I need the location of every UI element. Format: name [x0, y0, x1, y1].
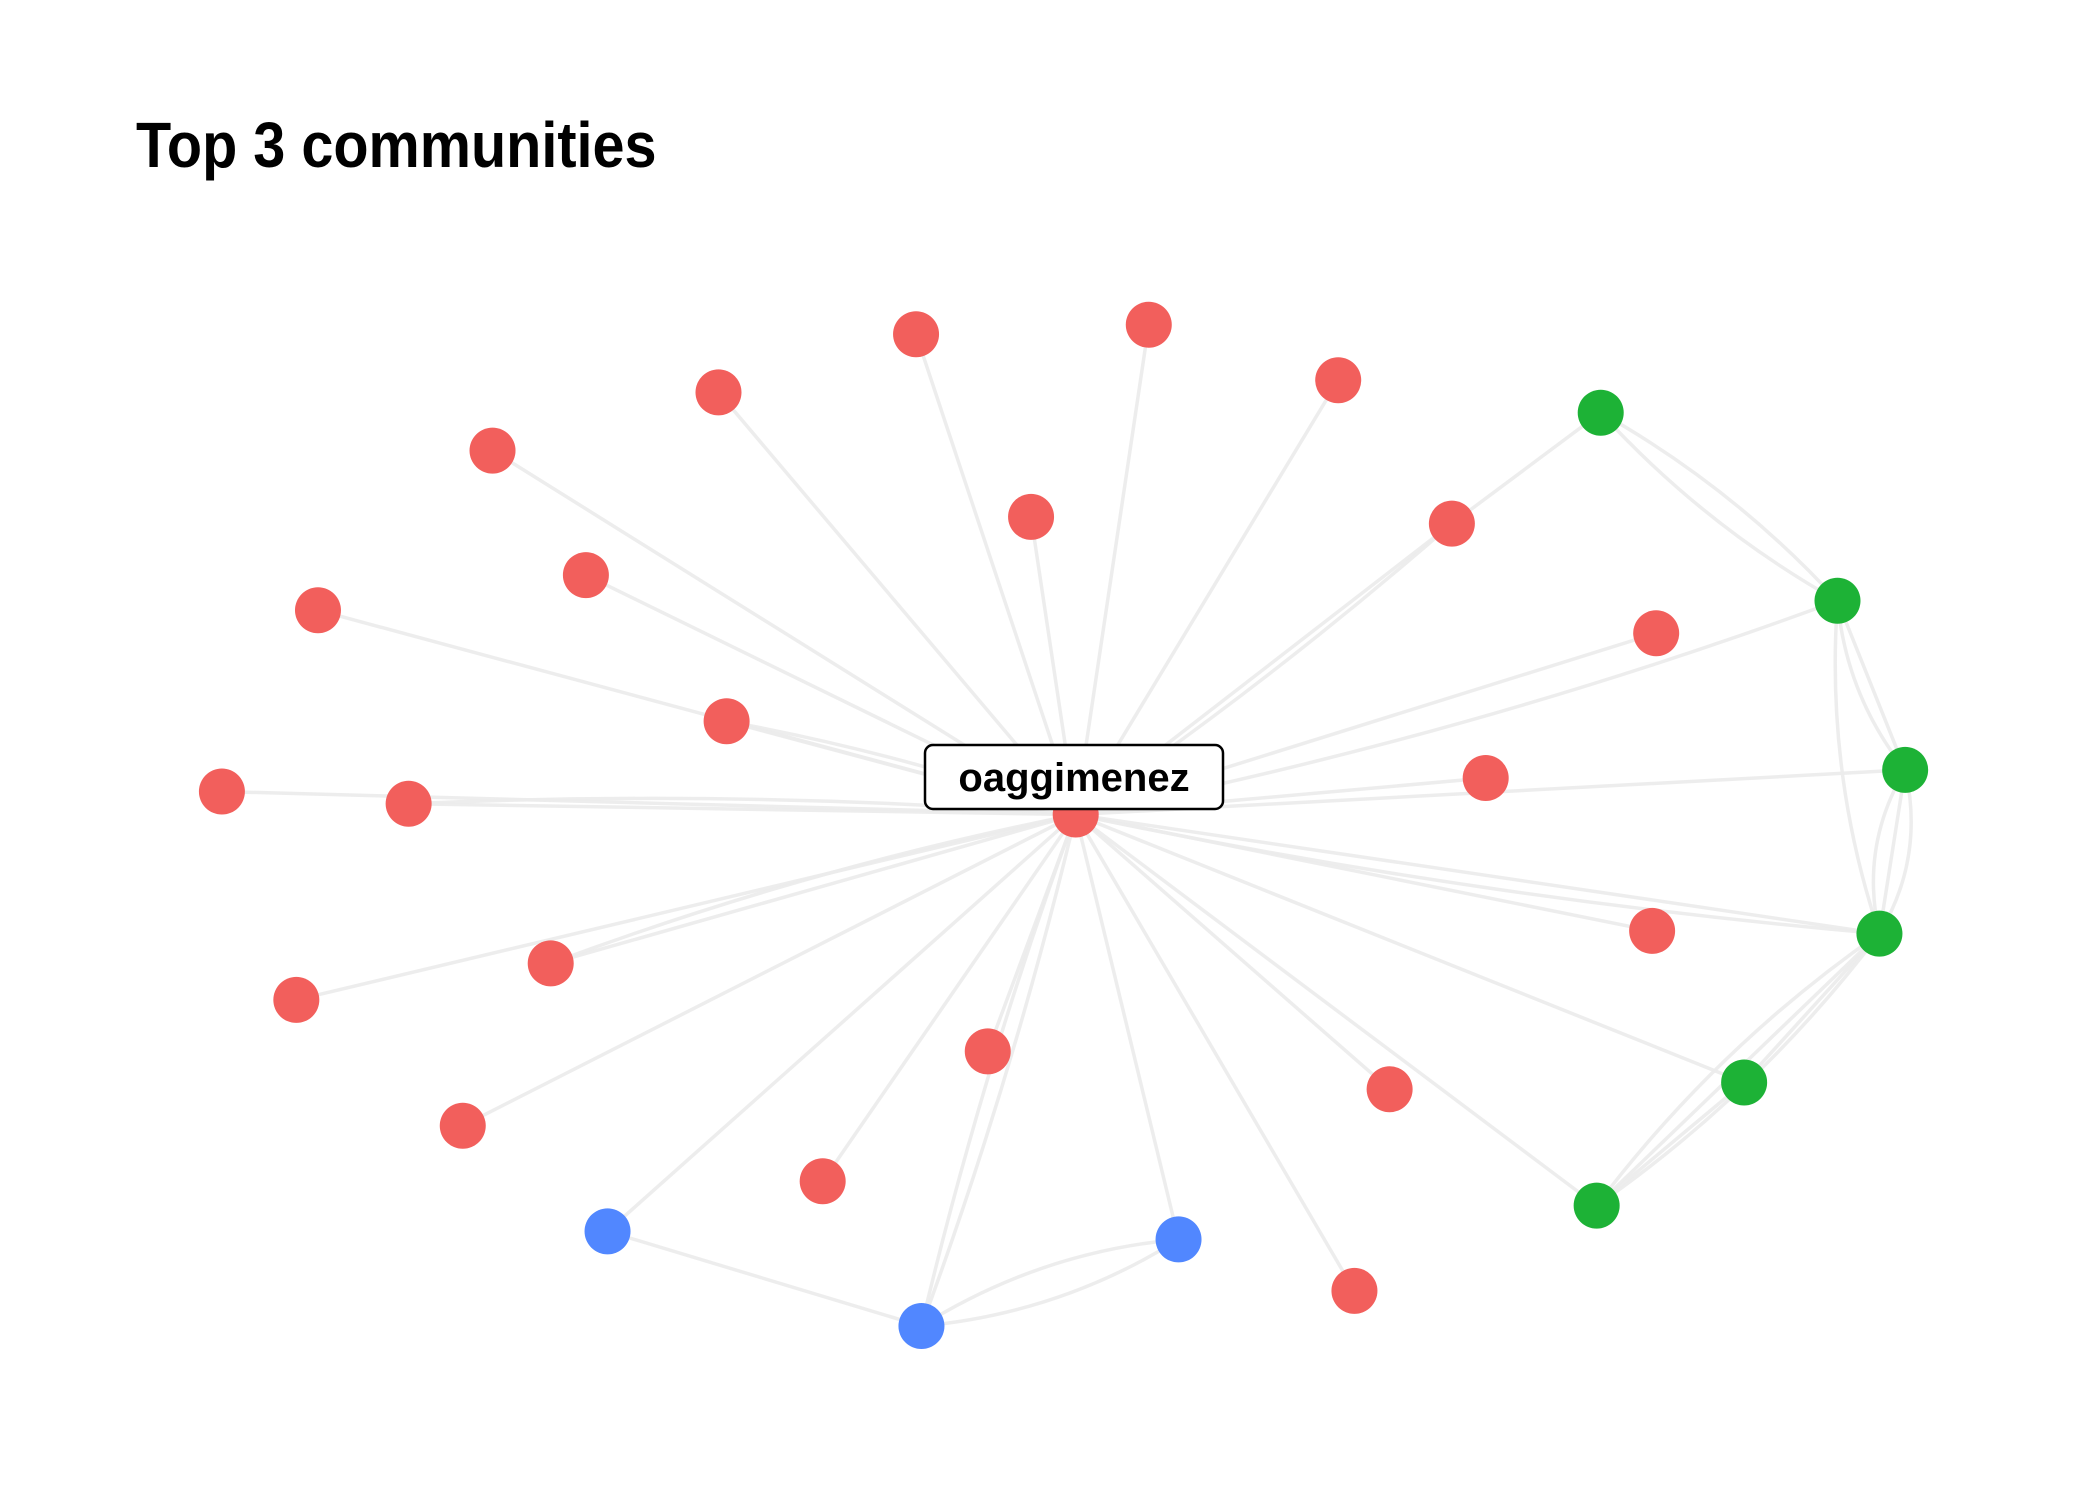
graph-edge: [1833, 600, 1882, 935]
graph-node: [893, 311, 940, 358]
graph-edge: [1074, 814, 1181, 1240]
graph-node: [1125, 301, 1172, 348]
graph-edge: [821, 813, 1078, 1183]
graph-edge: [921, 1237, 1180, 1328]
graph-edge: [1074, 813, 1598, 1208]
graph-edge: [1835, 600, 1907, 771]
graph-node: [1008, 493, 1055, 540]
graph-edge: [461, 813, 1077, 1128]
graph-edge: [920, 1237, 1179, 1328]
graph-edge: [408, 801, 1076, 817]
chart-title: Top 3 communities: [136, 109, 657, 181]
graph-edge: [1073, 324, 1151, 815]
graph-node: [1856, 910, 1903, 957]
center-node-label: oaggimenez: [923, 743, 1225, 811]
graph-node: [1882, 746, 1929, 793]
graph-node: [385, 780, 432, 827]
graph-node: [584, 1208, 631, 1255]
graph-node: [1633, 610, 1680, 657]
graph-node: [469, 427, 516, 474]
graph-edge: [1599, 411, 1839, 602]
graph-node: [439, 1102, 486, 1149]
nodes: [198, 301, 1929, 1350]
graph-node: [1428, 500, 1475, 547]
graph-edge: [295, 812, 1077, 1002]
graph-node: [964, 1028, 1011, 1075]
graph-node: [1462, 755, 1509, 802]
graph-node: [799, 1158, 846, 1205]
graph-node: [703, 698, 750, 745]
graph-node: [1573, 1182, 1620, 1229]
graph-node: [198, 768, 245, 815]
graph-node: [1629, 907, 1676, 954]
graph-edge: [1074, 813, 1356, 1292]
graph-edge: [1595, 932, 1881, 1207]
graph-edge: [607, 1229, 922, 1328]
graph-node: [1155, 1216, 1202, 1263]
graph-edge: [1450, 411, 1602, 526]
graph-edge: [550, 812, 1077, 966]
graph-node: [695, 369, 742, 416]
graph-edge: [1595, 1081, 1746, 1207]
graph-edge: [1075, 812, 1880, 936]
graph-node: [294, 587, 341, 634]
graph-node: [1721, 1059, 1768, 1106]
graph-edge: [1599, 411, 1839, 603]
graph-node: [1331, 1267, 1378, 1314]
graph-edge: [914, 333, 1078, 816]
graph-node: [898, 1303, 945, 1350]
graph-node: [562, 552, 609, 599]
graph-node: [273, 976, 320, 1023]
graph-node: [527, 940, 574, 987]
graph-edge: [1075, 812, 1745, 1085]
graph-node: [1315, 357, 1362, 404]
center-node-label-text: oaggimenez: [958, 756, 1189, 800]
graph-edge: [1075, 812, 1880, 936]
graph-edge: [1742, 932, 1881, 1084]
graph-edge: [919, 814, 1078, 1327]
graph-node: [1814, 577, 1861, 624]
graph-edge: [1074, 813, 1391, 1091]
center-node-label-box: [923, 743, 1225, 811]
graph-node: [1577, 389, 1624, 436]
graph-edge: [606, 813, 1077, 1233]
graph-node: [1366, 1066, 1413, 1113]
